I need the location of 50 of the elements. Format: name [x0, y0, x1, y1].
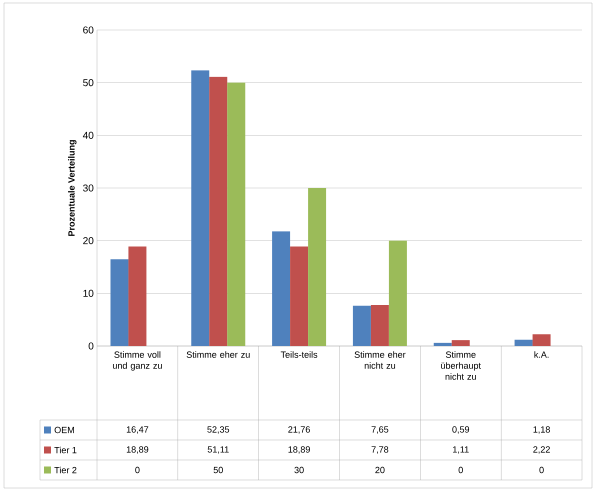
y-tick-label: 20 [83, 237, 94, 244]
x-tick-label: Teils-teils [280, 351, 318, 358]
bar [209, 76, 228, 346]
data-label: 1,18 [534, 426, 550, 434]
bar [452, 340, 470, 346]
legend-label: OEM [54, 426, 74, 434]
bar [514, 340, 533, 346]
bar [388, 240, 407, 346]
y-tick-label: 30 [83, 184, 94, 192]
bar [532, 334, 551, 346]
data-label: 0 [539, 466, 544, 474]
bar [128, 246, 146, 346]
data-label: 20 [375, 466, 385, 474]
x-tick-label: Stimme voll und ganz zu [112, 351, 162, 371]
bar [434, 342, 452, 346]
data-label: 0,59 [452, 426, 470, 434]
data-label: 1,11 [453, 446, 469, 454]
data-label: 30 [294, 466, 304, 474]
data-label: 7,78 [372, 446, 388, 454]
x-tick-label: k.A. [534, 351, 549, 358]
x-tick-label: Stimme eher zu [186, 351, 250, 358]
legend-label: Tier 1 [54, 446, 76, 454]
data-label: 16,47 [126, 426, 148, 434]
bar [110, 259, 128, 346]
data-label: 52,35 [207, 426, 230, 434]
bar [308, 188, 326, 346]
y-tick-label: 0 [88, 342, 94, 350]
bar [352, 306, 371, 346]
legend-label: Tier 2 [54, 466, 76, 474]
y-axis-title: Prozentuale Verteilung [68, 140, 76, 236]
bar [227, 82, 246, 346]
data-label: 18,89 [288, 446, 310, 454]
data-label: 0 [135, 466, 140, 474]
x-tick-label: Stimme überhaupt nicht zu [441, 351, 481, 380]
bar [272, 231, 290, 346]
data-label: 21,76 [288, 426, 310, 434]
y-tick-label: 40 [82, 132, 94, 139]
bar [191, 70, 210, 346]
data-label: 51,11 [208, 446, 229, 454]
y-tick-label: 10 [83, 290, 94, 297]
bar [290, 246, 308, 346]
data-label: 2,22 [533, 446, 550, 454]
data-label: 7,65 [372, 426, 388, 434]
x-tick-label: Stimme eher nicht zu [354, 351, 406, 369]
data-label: 0 [458, 466, 463, 474]
bar [370, 305, 389, 346]
data-label: 18,89 [126, 446, 148, 454]
y-tick-label: 50 [83, 79, 94, 86]
data-label: 50 [214, 466, 223, 474]
y-tick-label: 60 [83, 26, 94, 34]
